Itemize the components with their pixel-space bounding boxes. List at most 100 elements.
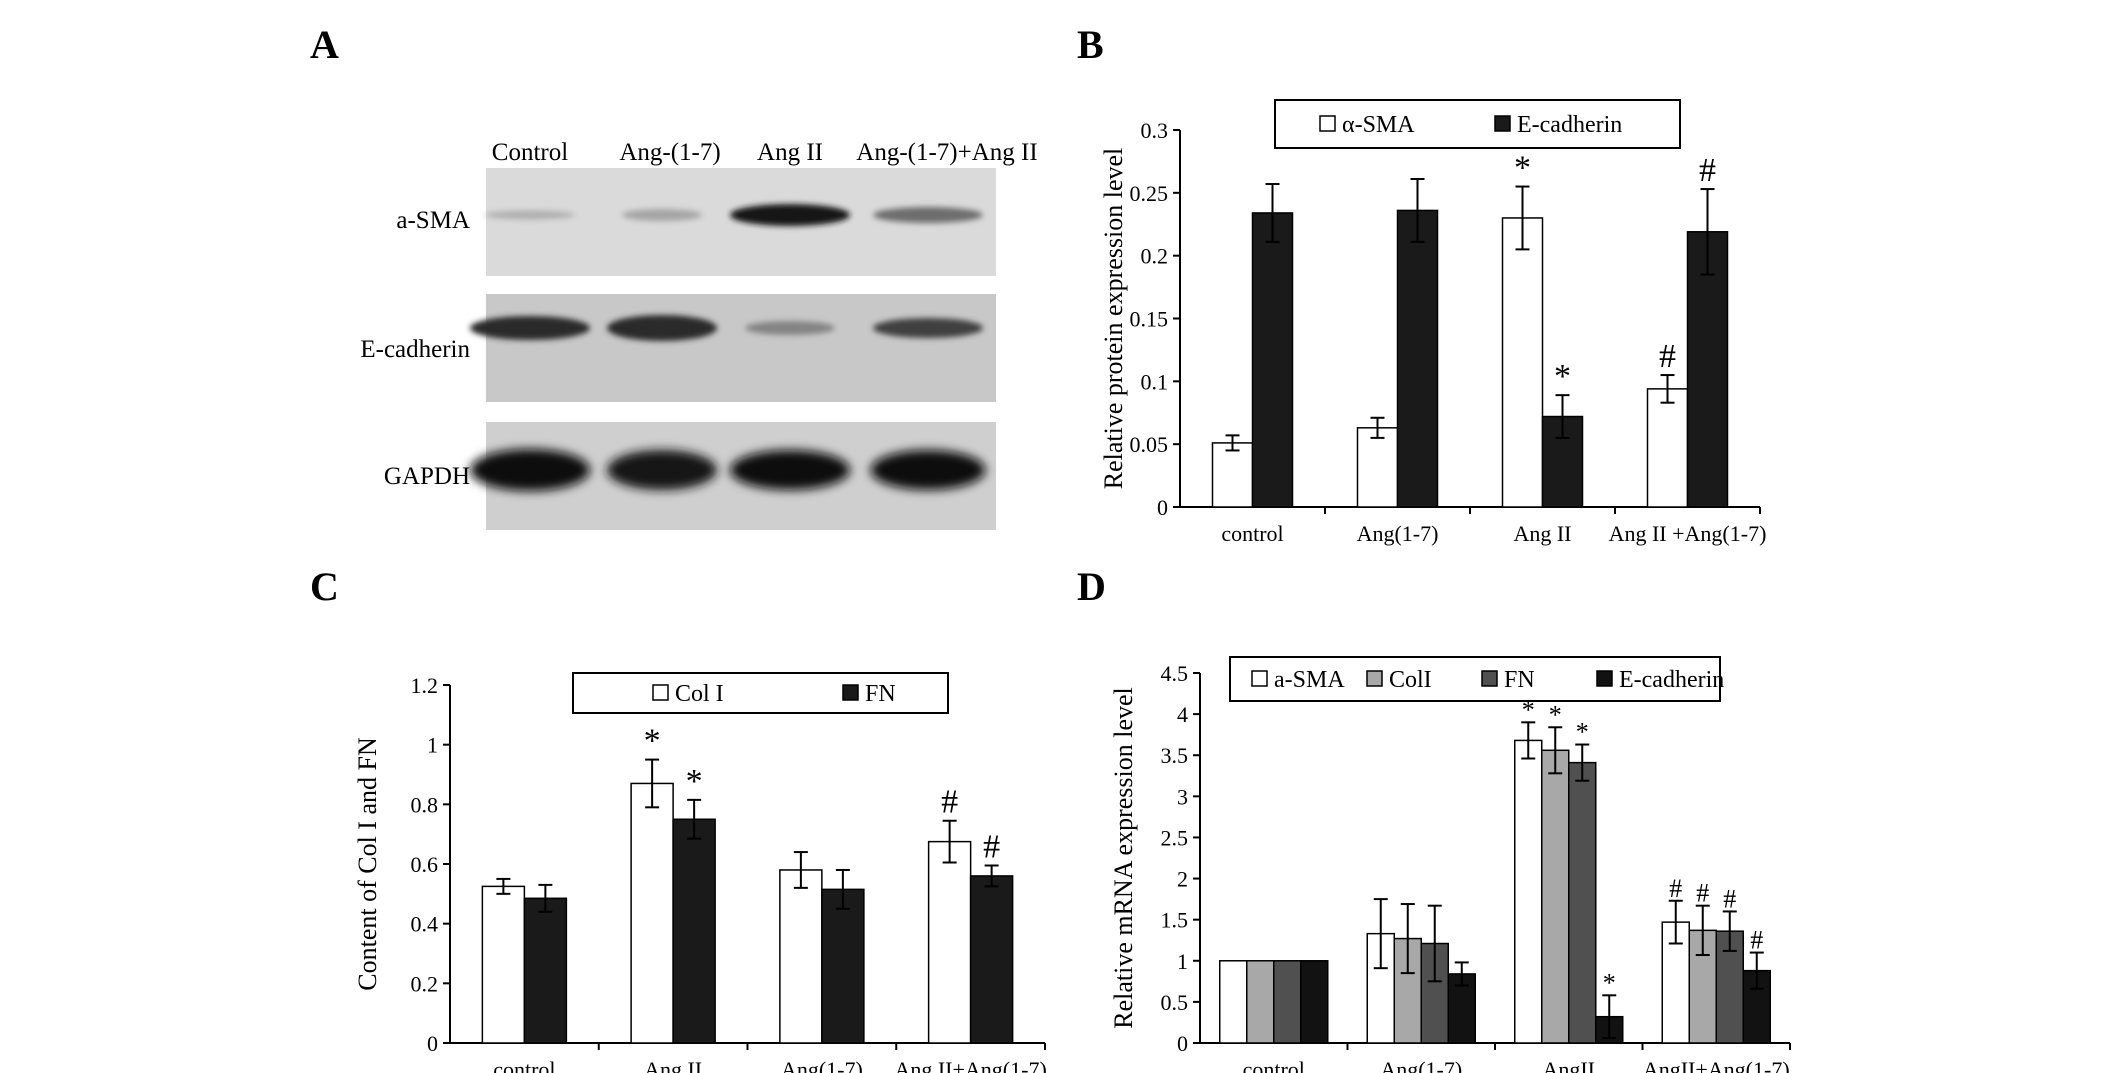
category-label: Ang II — [644, 1057, 702, 1073]
legend-swatch — [842, 684, 859, 701]
legend-swatch — [652, 684, 669, 701]
significance-marker: # — [941, 784, 958, 821]
category-label: Ang II+Ang(1-7) — [894, 1057, 1046, 1073]
bar — [481, 885, 526, 1044]
lane-label: Ang-(1-7)+Ang II — [856, 139, 1037, 166]
bar — [1246, 960, 1275, 1044]
legend-label: α-SMA — [1342, 112, 1415, 138]
significance-marker: * — [1576, 718, 1589, 747]
legend-label: FN — [865, 681, 896, 707]
significance-marker: * — [1554, 358, 1571, 395]
significance-marker: # — [1750, 926, 1763, 955]
legend-label: Col I — [675, 681, 724, 707]
y-tick-label: 4 — [1177, 702, 1188, 727]
band — [730, 204, 850, 226]
band — [622, 209, 702, 221]
row-label: E-cadherin — [360, 336, 470, 363]
significance-marker: # — [983, 828, 1000, 865]
band — [745, 321, 835, 335]
bar — [672, 818, 716, 1044]
category-label: AngII — [1542, 1057, 1595, 1073]
blot-strip-e-cadherin — [486, 294, 996, 402]
bar — [1541, 415, 1584, 508]
y-tick-label: 0.15 — [1130, 307, 1169, 332]
significance-marker: # — [1723, 884, 1736, 913]
bar — [927, 840, 972, 1044]
row-label: a-SMA — [396, 207, 470, 234]
category-label: control — [1221, 521, 1283, 546]
y-tick-label: 0.1 — [1141, 369, 1169, 394]
y-tick-label: 0.5 — [1161, 990, 1189, 1015]
bar — [779, 869, 823, 1044]
bar — [1396, 209, 1439, 508]
y-axis-label: Relative protein expression level — [1099, 148, 1128, 490]
y-tick-label: 1 — [427, 733, 438, 758]
y-tick-label: 0 — [1177, 1031, 1188, 1056]
bar — [1514, 739, 1543, 1044]
lane-label: Control — [492, 139, 568, 166]
y-tick-label: 3 — [1177, 784, 1188, 809]
y-tick-label: 0.3 — [1141, 118, 1169, 143]
legend-label: FN — [1504, 667, 1535, 693]
bar — [1568, 761, 1597, 1044]
band — [870, 450, 986, 490]
significance-marker: # — [1696, 879, 1709, 908]
y-tick-label: 0.2 — [1141, 244, 1169, 269]
significance-marker: # — [1669, 874, 1682, 903]
y-axis-label: Relative mRNA expression level — [1109, 687, 1138, 1029]
band — [607, 315, 717, 341]
significance-marker: * — [644, 723, 661, 760]
chart-c: 0 0.2 0.4 0.6 0.8 1 1.2 Content of Col I and FN… — [353, 672, 1047, 1073]
bar — [523, 897, 568, 1044]
legend-swatch — [1319, 115, 1336, 132]
significance-marker: * — [686, 763, 703, 800]
bar — [1211, 442, 1254, 508]
band — [470, 316, 590, 340]
legend-box — [572, 672, 949, 714]
y-tick-label: 0 — [1157, 495, 1168, 520]
y-axis-label: Content of Col I and FN — [353, 737, 382, 991]
legend-swatch — [1251, 670, 1268, 687]
bar — [1646, 388, 1689, 508]
western-blot: Control Ang-(1-7) Ang II Ang-(1-7)+Ang I… — [360, 139, 1038, 530]
legend-label: E-cadherin — [1619, 667, 1724, 693]
bar — [1686, 231, 1729, 508]
y-tick-label: 3.5 — [1161, 743, 1189, 768]
y-tick-label: 2.5 — [1161, 825, 1189, 850]
category-label: control — [493, 1057, 555, 1073]
category-label: Ang(1-7) — [781, 1057, 863, 1073]
y-tick-label: 0.8 — [411, 792, 439, 817]
legend-swatch — [1366, 670, 1383, 687]
y-tick-label: 0.25 — [1130, 181, 1169, 206]
panel-letter-d: D — [1077, 564, 1106, 609]
legend-swatch — [1596, 670, 1613, 687]
bar — [1251, 212, 1294, 508]
panel-letter-a: A — [310, 22, 339, 67]
y-tick-label: 4.5 — [1161, 661, 1189, 686]
bar — [630, 782, 674, 1044]
significance-marker: * — [1522, 695, 1535, 724]
panel-letter-c: C — [310, 564, 339, 609]
legend-label: a-SMA — [1274, 667, 1345, 693]
chart-d: 0 0.5 1 1.5 2 2.5 3 3.5 4 4.5 Relative mRNA expres… — [1109, 656, 1791, 1073]
legend-swatch — [1494, 115, 1511, 132]
legend-label: E-cadherin — [1517, 112, 1622, 138]
chart-b: 0 0.05 0.1 0.15 0.2 0.25 0.3 Relative protein e… — [1099, 99, 1767, 546]
significance-marker: * — [1549, 700, 1562, 729]
bar — [1541, 749, 1570, 1044]
lane-label: Ang-(1-7) — [619, 139, 720, 166]
bar — [1300, 960, 1329, 1044]
significance-marker: * — [1514, 150, 1531, 187]
panel-letter-b: B — [1077, 22, 1104, 67]
bar — [1501, 217, 1544, 508]
band — [873, 318, 983, 338]
category-label: Ang II +Ang(1-7) — [1609, 521, 1767, 546]
bar — [969, 875, 1014, 1044]
category-label: AngII+Ang(1-7) — [1643, 1057, 1790, 1073]
category-label: Ang(1-7) — [1380, 1057, 1462, 1073]
bar — [1356, 427, 1399, 508]
significance-marker: # — [1659, 338, 1676, 375]
bar — [1219, 960, 1248, 1044]
legend-box — [1229, 656, 1721, 702]
